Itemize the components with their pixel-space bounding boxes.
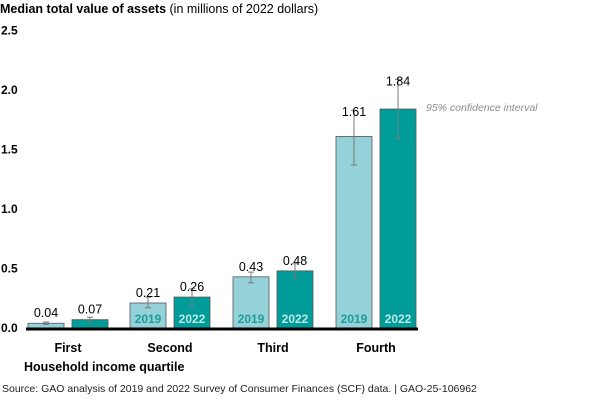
chart-title-main: Median total value of assets [0,2,167,16]
y-tick-label: 1.0 [1,202,18,216]
y-tick-label: 2.5 [1,24,18,38]
bar-year-label: 2019 [238,312,265,326]
category-label-first: First [54,341,82,355]
bar-year-label: 2019 [341,312,368,326]
value-label: 0.21 [136,286,160,300]
value-label: 0.04 [34,306,58,320]
category-label-fourth: Fourth [356,341,396,355]
bar-2022-fourth [379,108,417,329]
bar-chart: 0.0 0.5 1.0 1.5 2.0 2.5 0.04 0.07 First 0.21 2019 0… [1,24,538,356]
value-label: 0.48 [283,254,307,268]
x-axis-title: Household income quartile [24,360,185,374]
bar-year-label: 2022 [385,312,412,326]
value-label: 1.61 [342,105,366,119]
y-tick-label: 2.0 [1,83,18,97]
bar-year-label: 2022 [282,312,309,326]
y-tick-label: 0.5 [1,262,18,276]
value-label: 0.43 [239,260,263,274]
category-label-third: Third [257,341,288,355]
value-label: 0.07 [78,303,102,317]
value-label: 0.26 [180,280,204,294]
value-label: 1.84 [386,74,410,88]
category-label-second: Second [147,341,192,355]
bar-2019-third [232,276,270,329]
source-note: Source: GAO analysis of 2019 and 2022 Su… [2,383,477,395]
bar-year-label: 2022 [179,312,206,326]
chart-title: Median total value of assets (in million… [0,2,318,16]
confidence-interval-annotation: 95% confidence interval [426,102,538,114]
chart-subtitle: (in millions of 2022 dollars) [169,2,319,16]
y-tick-label: 1.5 [1,143,18,157]
bar-year-label: 2019 [135,312,162,326]
y-tick-label: 0.0 [1,321,18,335]
